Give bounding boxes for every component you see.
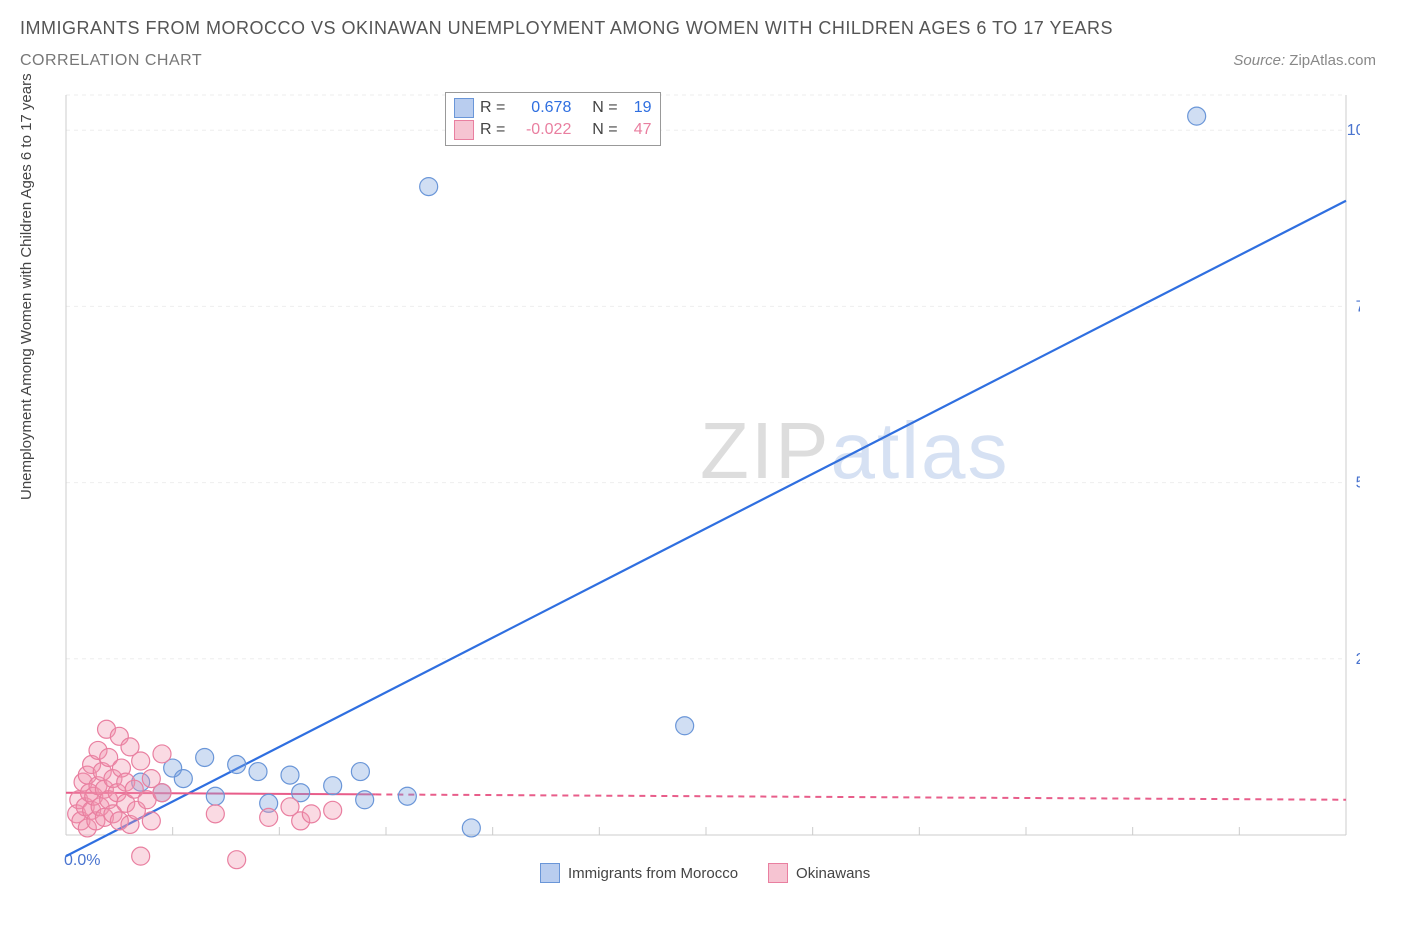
correlation-legend: R = 0.678 N = 19 R = -0.022 N = 47	[445, 92, 661, 146]
source-value: ZipAtlas.com	[1289, 52, 1376, 69]
svg-text:75.0%: 75.0%	[1356, 298, 1360, 315]
r-label: R =	[480, 119, 505, 141]
svg-text:50.0%: 50.0%	[1356, 475, 1360, 492]
legend-swatch-icon	[454, 120, 474, 140]
r-value: 0.678	[511, 97, 571, 119]
n-value: 47	[624, 119, 652, 141]
n-value: 19	[624, 97, 652, 119]
source-label: Source:	[1233, 52, 1285, 69]
chart-subtitle: CORRELATION CHART	[20, 52, 202, 70]
svg-text:25.0%: 25.0%	[1356, 651, 1360, 668]
chart-title: IMMIGRANTS FROM MOROCCO VS OKINAWAN UNEM…	[20, 18, 1113, 39]
correlation-row: R = -0.022 N = 47	[454, 119, 652, 141]
legend-item: Okinawans	[768, 863, 870, 883]
correlation-row: R = 0.678 N = 19	[454, 97, 652, 119]
series-legend: Immigrants from Morocco Okinawans	[540, 863, 870, 883]
r-value: -0.022	[511, 119, 571, 141]
legend-swatch-icon	[768, 863, 788, 883]
legend-swatch-icon	[540, 863, 560, 883]
legend-label: Okinawans	[796, 865, 870, 882]
n-label: N =	[592, 97, 617, 119]
r-label: R =	[480, 97, 505, 119]
y-axis-label: Unemployment Among Women with Children A…	[18, 73, 35, 500]
source-attribution: Source: ZipAtlas.com	[1233, 52, 1376, 69]
legend-label: Immigrants from Morocco	[568, 865, 738, 882]
n-label: N =	[592, 119, 617, 141]
plot-svg: 25.0%50.0%75.0%100.0%0.0%6.0%	[60, 85, 1360, 885]
svg-text:100.0%: 100.0%	[1347, 122, 1360, 139]
legend-swatch-icon	[454, 98, 474, 118]
scatter-chart: 25.0%50.0%75.0%100.0%0.0%6.0% R =0.678 N…	[60, 85, 1360, 885]
legend-item: Immigrants from Morocco	[540, 863, 738, 883]
